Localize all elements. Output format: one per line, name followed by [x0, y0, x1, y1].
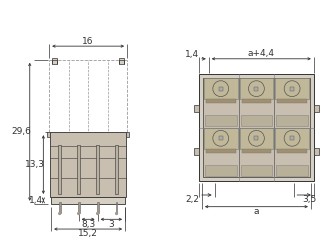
Bar: [59, 202, 61, 213]
Bar: [239, 128, 273, 149]
Bar: [116, 202, 117, 213]
Text: 13,3: 13,3: [25, 160, 45, 169]
Bar: [314, 148, 319, 155]
Bar: [241, 149, 271, 153]
Bar: [219, 136, 223, 140]
Bar: [239, 78, 273, 99]
Bar: [194, 148, 199, 155]
Bar: [78, 202, 80, 213]
Text: a: a: [254, 207, 259, 216]
Bar: [238, 128, 274, 178]
Bar: [203, 78, 238, 128]
Bar: [219, 87, 223, 91]
Bar: [204, 78, 237, 99]
Bar: [194, 105, 199, 113]
Bar: [277, 99, 307, 103]
Bar: [126, 132, 129, 137]
Bar: [50, 132, 126, 197]
Bar: [115, 145, 118, 194]
Bar: [206, 99, 236, 103]
Text: 1,4: 1,4: [185, 50, 199, 59]
Ellipse shape: [97, 212, 98, 215]
Bar: [290, 136, 294, 140]
Bar: [204, 128, 237, 149]
Bar: [276, 165, 308, 175]
Bar: [255, 136, 258, 140]
Bar: [206, 149, 236, 153]
Text: 3,5: 3,5: [302, 195, 316, 204]
Bar: [199, 74, 314, 181]
Ellipse shape: [116, 212, 117, 215]
Bar: [119, 58, 124, 64]
Bar: [240, 165, 272, 175]
Bar: [276, 115, 308, 126]
Text: 2,2: 2,2: [185, 195, 199, 204]
Bar: [58, 145, 61, 194]
Text: a+4,4: a+4,4: [248, 49, 275, 58]
Bar: [97, 202, 98, 213]
Bar: [240, 115, 272, 126]
Bar: [274, 128, 310, 178]
Bar: [277, 149, 307, 153]
Bar: [203, 128, 238, 178]
Bar: [290, 87, 294, 91]
Text: 8,3: 8,3: [81, 220, 95, 229]
Ellipse shape: [59, 212, 61, 215]
Bar: [51, 197, 125, 204]
Bar: [77, 145, 80, 194]
Bar: [52, 58, 57, 64]
Bar: [275, 128, 309, 149]
Bar: [238, 78, 274, 128]
Text: 29,6: 29,6: [11, 127, 31, 136]
Bar: [241, 99, 271, 103]
Bar: [255, 87, 258, 91]
Bar: [205, 165, 236, 175]
Bar: [47, 132, 50, 137]
Bar: [96, 145, 99, 194]
Bar: [274, 78, 310, 128]
Text: 1,4: 1,4: [29, 196, 43, 205]
Ellipse shape: [78, 212, 80, 215]
Text: 16: 16: [82, 37, 94, 46]
Bar: [314, 105, 319, 113]
Bar: [205, 115, 236, 126]
Text: 15,2: 15,2: [78, 229, 98, 238]
Text: 3: 3: [109, 220, 114, 229]
Bar: [275, 78, 309, 99]
